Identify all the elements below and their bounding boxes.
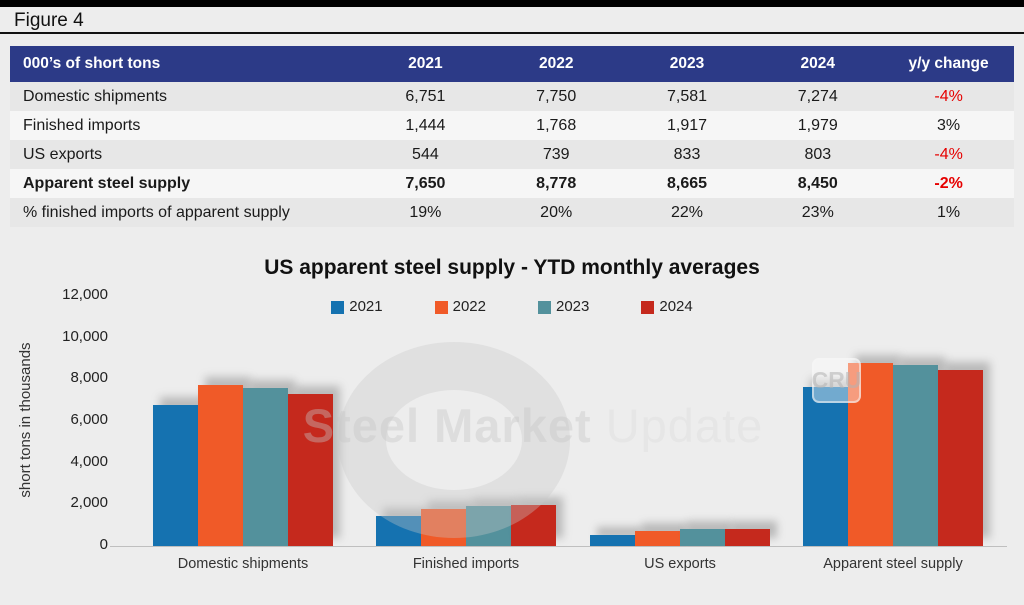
- bar-2021-us-exports: [590, 535, 635, 546]
- value-2024: 7,274: [797, 87, 838, 105]
- bar-group-finished-imports: [376, 505, 556, 546]
- y-axis-tick-label: 4,000: [70, 452, 108, 470]
- legend-item-2021: 2021: [331, 298, 383, 315]
- table-row: % finished imports of apparent supply 19…: [10, 198, 1014, 227]
- bar-2023-apparent-steel-supply: [893, 365, 938, 546]
- value-2023: 1,917: [666, 116, 708, 134]
- table-row: Domestic shipments 6,751 7,750 7,581 7,2…: [10, 82, 1014, 111]
- bar-2023-us-exports: [680, 529, 725, 546]
- value-2022: 20%: [540, 203, 573, 221]
- y-axis-tick-label: 12,000: [62, 286, 108, 303]
- bar-2021-domestic-shipments: [153, 405, 198, 546]
- header-cell-2023: 2023: [669, 55, 705, 72]
- x-axis-category-label: US exports: [644, 556, 716, 572]
- x-axis-category-label: Finished imports: [412, 556, 520, 572]
- header-cell-2022: 2022: [538, 55, 574, 72]
- bar-2023-finished-imports: [466, 506, 511, 546]
- value-2024: 1,979: [797, 116, 838, 134]
- value-2023: 8,665: [666, 174, 708, 192]
- row-label: US exports: [23, 145, 103, 163]
- value-2023: 833: [673, 145, 701, 163]
- bar-group-us-exports: [590, 529, 770, 546]
- chart-title: US apparent steel supply - YTD monthly a…: [264, 256, 760, 279]
- watermark-text-bold: Steel Market: [302, 399, 592, 452]
- value-2021: 7,650: [405, 174, 446, 192]
- top-black-bar: [0, 0, 1024, 7]
- legend-item-2024: 2024: [641, 298, 693, 315]
- header-cell-label: 000’s of short tons: [23, 55, 161, 72]
- bar-2024-apparent-steel-supply: [938, 370, 983, 546]
- figure-header: Figure 4: [0, 7, 1024, 34]
- value-2022: 739: [542, 145, 570, 163]
- y-axis-tick-label: 10,000: [62, 327, 108, 345]
- figure-label: Figure 4: [14, 10, 84, 31]
- row-label: Domestic shipments: [23, 87, 168, 105]
- value-2023: 22%: [670, 203, 703, 221]
- y-axis-tick-label: 8,000: [70, 369, 108, 387]
- y-axis-tick-label: 0: [99, 536, 108, 553]
- value-2022: 7,750: [536, 87, 577, 105]
- legend-swatch-icon: [641, 300, 655, 314]
- header-cell-2021: 2021: [408, 55, 443, 72]
- table-row: Apparent steel supply 7,650 8,778 8,665 …: [10, 169, 1014, 198]
- value-2022: 1,768: [536, 116, 577, 134]
- bar-2022-domestic-shipments: [198, 385, 243, 546]
- value-2021: 1,444: [405, 116, 446, 134]
- bar-group-domestic-shipments: [153, 385, 333, 546]
- plot-area: Steel Market Update CRU: [110, 296, 1010, 547]
- yoy-change-value: -4%: [934, 87, 963, 105]
- legend-label: 2022: [452, 298, 486, 315]
- bar-group-apparent-steel-supply: [803, 363, 983, 546]
- bar-2023-domestic-shipments: [243, 388, 288, 546]
- bar-2022-finished-imports: [421, 509, 466, 546]
- bar-2024-us-exports: [725, 529, 770, 546]
- bar-2021-apparent-steel-supply: [803, 387, 848, 546]
- legend-item-2023: 2023: [538, 298, 589, 315]
- table-header-row: 000’s of short tons 2021 2022 2023 2024 …: [10, 46, 1014, 82]
- legend-item-2022: 2022: [434, 298, 486, 315]
- steel-supply-table: 000’s of short tons 2021 2022 2023 2024 …: [10, 46, 1014, 227]
- legend-swatch-icon: [538, 300, 551, 314]
- value-2024: 23%: [801, 203, 834, 221]
- x-axis-line: [110, 546, 1007, 547]
- value-2021: 544: [412, 145, 439, 163]
- yoy-change-value: 1%: [937, 203, 961, 221]
- yoy-change-value: -2%: [934, 174, 963, 192]
- value-2022: 8,778: [536, 174, 577, 192]
- bar-2022-apparent-steel-supply: [848, 363, 893, 546]
- row-label: % finished imports of apparent supply: [23, 203, 290, 221]
- bar-2021-finished-imports: [376, 516, 421, 546]
- legend-swatch-icon: [331, 300, 345, 314]
- yoy-change-value: 3%: [937, 116, 961, 134]
- bar-2024-domestic-shipments: [288, 394, 333, 546]
- legend-label: 2024: [659, 298, 693, 315]
- row-label: Apparent steel supply: [23, 174, 191, 192]
- yoy-change-value: -4%: [934, 145, 963, 163]
- value-2023: 7,581: [666, 87, 708, 105]
- value-2024: 803: [804, 145, 832, 163]
- bar-2022-us-exports: [635, 531, 680, 546]
- legend-label: 2021: [349, 298, 383, 315]
- row-label: Finished imports: [23, 116, 141, 134]
- header-cell-yoy: y/y change: [908, 55, 989, 72]
- value-2021: 19%: [409, 203, 442, 221]
- watermark-text-light: Update: [605, 399, 764, 452]
- x-axis-category-label: Domestic shipments: [177, 556, 309, 572]
- legend-label: 2023: [556, 298, 590, 315]
- value-2021: 6,751: [405, 87, 446, 105]
- bar-chart: US apparent steel supply - YTD monthly a…: [0, 250, 1024, 605]
- chart-legend: 2021 2022 2023 2024: [0, 298, 1024, 315]
- table-row: US exports 544 739 833 803 -4%: [10, 140, 1014, 169]
- y-axis-tick-label: 2,000: [70, 494, 108, 512]
- y-axis-tick-label: 6,000: [70, 411, 108, 428]
- bar-2024-finished-imports: [511, 505, 556, 546]
- value-2024: 8,450: [797, 174, 838, 192]
- x-axis-category-label: Apparent steel supply: [823, 556, 963, 572]
- header-cell-2024: 2024: [800, 55, 836, 72]
- table-row: Finished imports 1,444 1,768 1,917 1,979…: [10, 111, 1014, 140]
- legend-swatch-icon: [434, 300, 448, 314]
